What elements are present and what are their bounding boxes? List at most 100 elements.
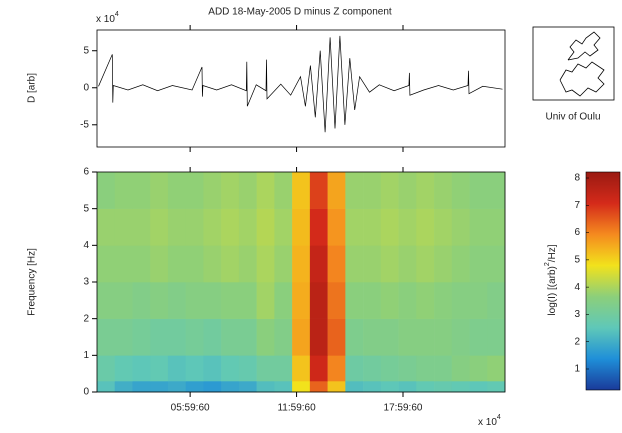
multiplier-base: x 10 bbox=[96, 14, 115, 25]
heatmap-cell bbox=[97, 355, 116, 382]
multiplier-exponent: 4 bbox=[115, 11, 119, 18]
y-tick-label: -5 bbox=[80, 119, 89, 130]
heatmap-cell bbox=[487, 282, 506, 319]
heatmap-cell bbox=[345, 208, 364, 246]
heatmap-cell bbox=[380, 318, 399, 356]
logo-caption: Univ of Oulu bbox=[545, 112, 600, 123]
heatmap-cell bbox=[238, 355, 257, 382]
colorbar-tick-label: 3 bbox=[574, 309, 580, 320]
heatmap-cell bbox=[150, 208, 169, 246]
heatmap-cell bbox=[97, 208, 116, 246]
heatmap-cell bbox=[292, 172, 311, 209]
heatmap-cell bbox=[221, 172, 240, 209]
heatmap-cell bbox=[487, 355, 506, 382]
colorbar-label-part: log(I) [(arb) bbox=[547, 266, 558, 315]
plot-frame bbox=[96, 29, 506, 148]
heatmap-cell bbox=[274, 245, 293, 283]
heatmap-cell bbox=[327, 381, 346, 393]
heatmap-cell bbox=[487, 245, 506, 283]
heatmap-cell bbox=[238, 245, 257, 283]
heatmap-cell bbox=[398, 355, 417, 382]
heatmap-cell bbox=[309, 355, 328, 382]
heatmap-cell bbox=[434, 245, 453, 283]
heatmap-cell bbox=[292, 282, 311, 319]
heatmap-cell bbox=[363, 208, 382, 246]
colorbar-tick-label: 8 bbox=[574, 173, 580, 184]
heatmap-cell bbox=[380, 381, 399, 393]
heatmap-cell bbox=[221, 282, 240, 319]
heatmap-cell bbox=[451, 208, 470, 246]
heatmap-cell bbox=[221, 208, 240, 246]
heatmap-cell bbox=[238, 318, 257, 356]
heatmap-cell bbox=[398, 208, 417, 246]
heatmap-cell bbox=[309, 282, 328, 319]
heatmap-cell bbox=[203, 355, 222, 382]
multiplier-base: x 10 bbox=[478, 417, 497, 428]
heatmap-cell bbox=[292, 381, 311, 393]
heatmap-cell bbox=[132, 245, 151, 283]
heatmap-cell bbox=[203, 318, 222, 356]
colorbar-label: log(I) [(arb)2/Hz] bbox=[544, 244, 558, 315]
y-tick-label: 3 bbox=[83, 277, 89, 288]
heatmap-cell bbox=[345, 172, 364, 209]
heatmap-cell bbox=[274, 208, 293, 246]
heatmap-cell bbox=[114, 355, 133, 382]
colorbar-tick-label: 2 bbox=[574, 336, 580, 347]
heatmap-cell bbox=[327, 208, 346, 246]
logo-shape bbox=[559, 61, 605, 97]
y-tick-label: 5 bbox=[83, 203, 89, 214]
heatmap-cell bbox=[434, 381, 453, 393]
heatmap-cell bbox=[185, 245, 204, 283]
heatmap-cell bbox=[327, 172, 346, 209]
heatmap-cell bbox=[434, 172, 453, 209]
heatmap-cell bbox=[185, 172, 204, 209]
y-tick-label: 1 bbox=[83, 350, 89, 361]
heatmap-cell bbox=[416, 208, 435, 246]
heatmap-cell bbox=[185, 282, 204, 319]
heatmap-cell bbox=[398, 172, 417, 209]
colorbar-tick-label: 6 bbox=[574, 227, 580, 238]
heatmap-cell bbox=[292, 355, 311, 382]
y-multiplier: x 104 bbox=[96, 11, 119, 25]
heatmap-cell bbox=[114, 245, 133, 283]
heatmap-cell bbox=[469, 172, 488, 209]
heatmap-cell bbox=[114, 208, 133, 246]
line-trace bbox=[98, 35, 503, 133]
heatmap-cell bbox=[114, 172, 133, 209]
heatmap-cell bbox=[167, 381, 186, 393]
heatmap-cell bbox=[487, 208, 506, 246]
heatmap-cell bbox=[97, 172, 116, 209]
heatmap-cell bbox=[132, 381, 151, 393]
heatmap-cell bbox=[221, 318, 240, 356]
heatmap-cell bbox=[203, 245, 222, 283]
heatmap-cell bbox=[132, 355, 151, 382]
heatmap-cell bbox=[114, 381, 133, 393]
heatmap-cell bbox=[487, 381, 506, 393]
heatmap-cell bbox=[256, 282, 275, 319]
heatmap-cell bbox=[203, 381, 222, 393]
heatmap-cell bbox=[398, 318, 417, 356]
heatmap-cell bbox=[238, 172, 257, 209]
heatmap-cell bbox=[363, 318, 382, 356]
heatmap-cell bbox=[274, 282, 293, 319]
colorbar-label-part: /Hz] bbox=[547, 244, 558, 262]
heatmap-cell bbox=[434, 318, 453, 356]
x-tick-label: 05:59:60 bbox=[171, 403, 210, 414]
heatmap-cell bbox=[167, 318, 186, 356]
y-axis-label: D [arb] bbox=[27, 73, 38, 103]
heatmap-cell bbox=[97, 282, 116, 319]
heatmap-cell bbox=[256, 172, 275, 209]
heatmap-cell bbox=[274, 381, 293, 393]
heatmap-cell bbox=[150, 381, 169, 393]
heatmap-cell bbox=[167, 172, 186, 209]
x-tick-label: 11:59:60 bbox=[277, 403, 316, 414]
heatmap-cell bbox=[292, 245, 311, 283]
heatmap-cell bbox=[150, 282, 169, 319]
heatmap-cell bbox=[114, 282, 133, 319]
heatmap-cell bbox=[380, 172, 399, 209]
heatmap-cell bbox=[416, 381, 435, 393]
y-axis-label: Frequency [Hz] bbox=[27, 248, 38, 316]
heatmap-cell bbox=[256, 208, 275, 246]
